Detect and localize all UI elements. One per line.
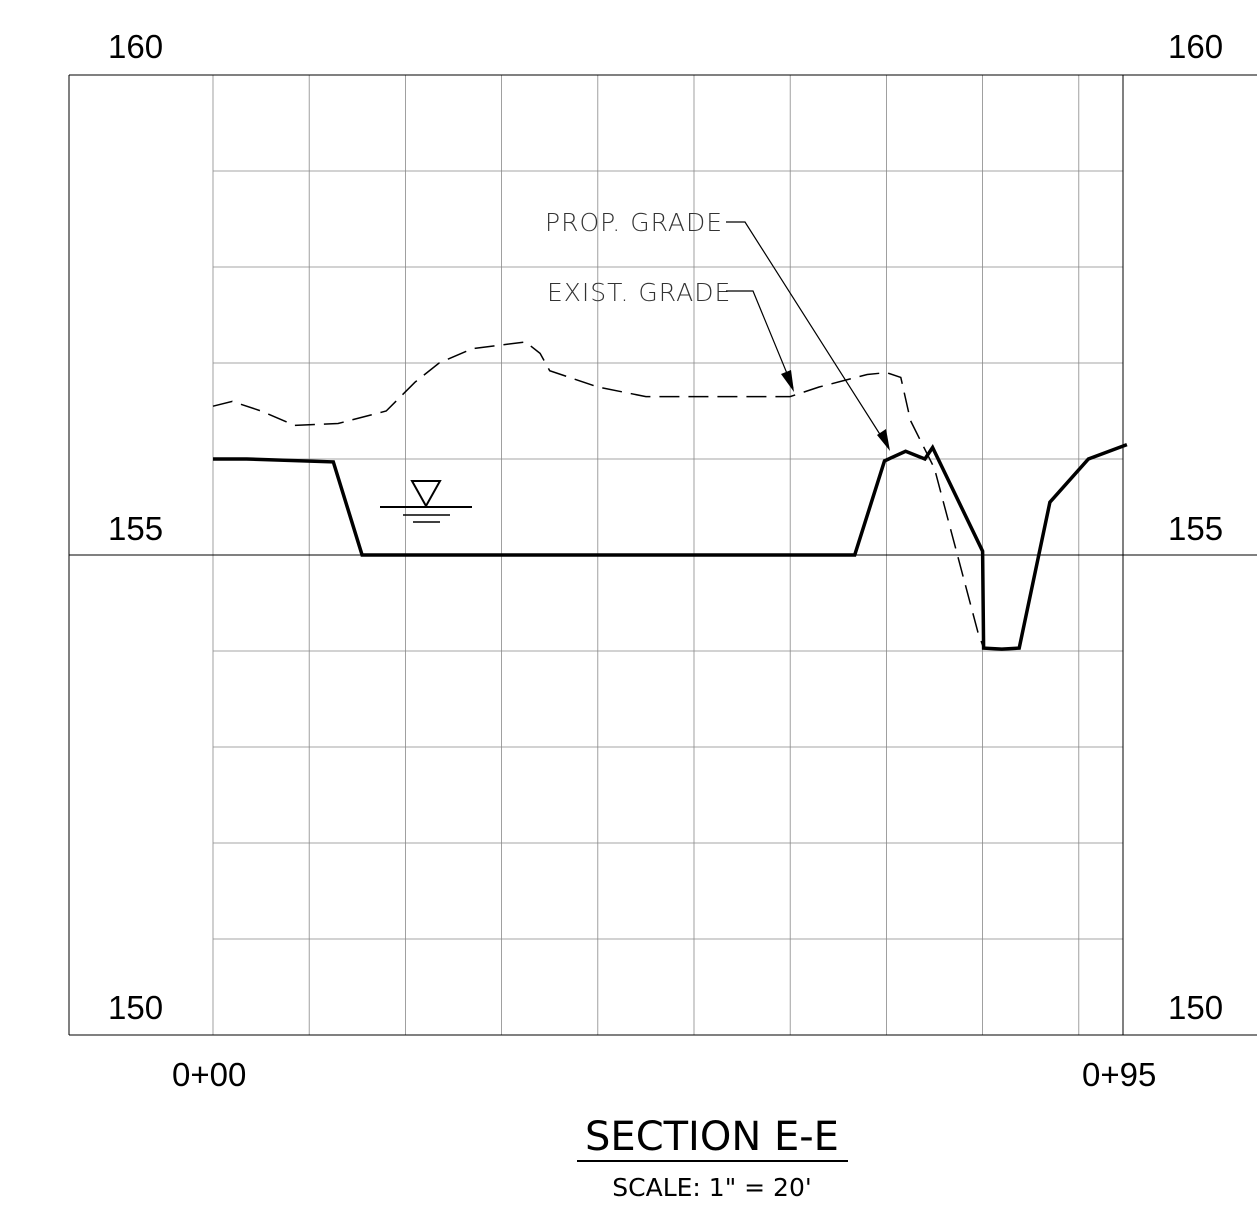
callout-exist-grade-label: EXIST. GRADE [547,278,731,307]
existing-grade-line [212,341,984,646]
callout-prop-grade-arrowhead [877,429,890,451]
elev-label-150-right: 150 [1168,989,1223,1026]
elev-label-155-left: 155 [108,510,163,547]
callout-prop-grade-leader [726,221,889,448]
frame [68,74,1257,1036]
station-label-end: 0+95 [1082,1056,1156,1093]
elev-label-155-right: 155 [1168,510,1223,547]
section-title: SECTION E-E [585,1114,839,1160]
callout-exist-grade-arrowhead [781,370,794,392]
elev-label-150-left: 150 [108,989,163,1026]
elev-label-160-right: 160 [1168,28,1223,65]
callouts: PROP. GRADE EXIST. GRADE [545,208,890,451]
water-surface-symbol [380,480,472,523]
station-label-start: 0+00 [172,1056,246,1093]
water-surface-triangle [410,480,442,509]
callout-exist-grade-leader [726,290,794,389]
callout-prop-grade-label: PROP. GRADE [545,208,723,237]
proposed-grade-line [213,442,1128,651]
scale-label: SCALE: 1" = 20' [612,1173,811,1202]
elev-label-160-left: 160 [108,28,163,65]
